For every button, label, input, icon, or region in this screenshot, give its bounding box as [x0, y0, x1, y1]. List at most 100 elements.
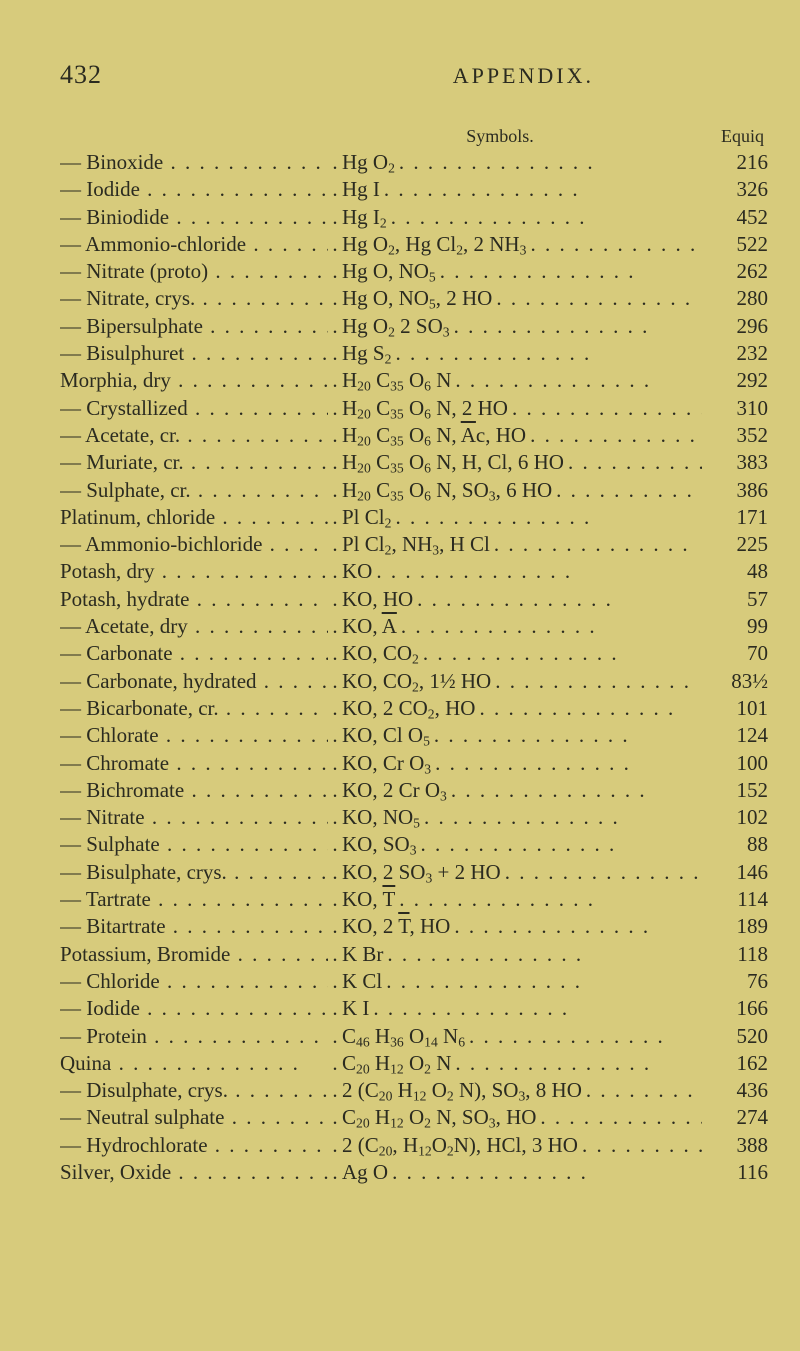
table-row: — Disulphate, crys..2 (C20 H12 O2 N), SO…: [60, 1077, 774, 1104]
table-row: — Bitartrate.KO, 2 T, HO189: [60, 913, 774, 940]
compound-name: — Acetate, dry: [60, 614, 328, 638]
separator-dot: .: [328, 149, 342, 176]
leader-dots: [526, 422, 702, 449]
leader-dots: [536, 1104, 702, 1131]
equiq-value: 162: [702, 1050, 774, 1077]
equiq-value: 102: [702, 804, 774, 831]
chemical-formula: KO, T: [342, 887, 395, 911]
chemical-formula: H20 C35 O6 N, Ac, HO: [342, 423, 526, 447]
leader-dots: [436, 258, 702, 285]
separator-dot: .: [328, 504, 342, 531]
equiq-value: 152: [702, 777, 774, 804]
compound-name: Potash, dry: [60, 559, 328, 583]
compound-name: — Acetate, cr.: [60, 423, 328, 447]
leader-dots: [492, 285, 702, 312]
leader-dots: [372, 558, 702, 585]
equiq-value: 171: [702, 504, 774, 531]
leader-dots: [526, 231, 702, 258]
compound-name: — Biniodide: [60, 205, 328, 229]
leader-dots: [397, 613, 702, 640]
chemical-formula: KO, HO: [342, 587, 413, 611]
compound-name: — Nitrate, crys.: [60, 286, 328, 310]
leader-dots: [413, 586, 702, 613]
table-row: — Hydrochlorate.2 (C20, H12O2N), HCl, 3 …: [60, 1132, 774, 1159]
separator-dot: .: [328, 449, 342, 476]
leader-dots: [391, 504, 702, 531]
table-row: — Ammonio-chloride.Hg O2, Hg Cl2, 2 NH35…: [60, 231, 774, 258]
chemical-table: — Binoxide.Hg O2216— Iodide.Hg I326— Bin…: [60, 149, 774, 1186]
leader-dots: [501, 859, 702, 886]
table-row: — Iodide.Hg I326: [60, 176, 774, 203]
table-row: — Bipersulphate.Hg O2 2 SO3296: [60, 313, 774, 340]
symbols-header: Symbols.: [350, 126, 650, 147]
separator-dot: .: [328, 231, 342, 258]
chemical-formula: C20 H12 O2 N, SO3, HO: [342, 1105, 536, 1129]
equiq-value: 274: [702, 1104, 774, 1131]
compound-name: — Protein: [60, 1024, 328, 1048]
equiq-value: 70: [702, 640, 774, 667]
equiq-value: 83½: [702, 668, 774, 695]
equiq-value: 114: [702, 886, 774, 913]
compound-name: Morphia, dry: [60, 368, 328, 392]
leader-dots: [388, 1159, 702, 1186]
equiq-value: 386: [702, 477, 774, 504]
leader-dots: [564, 449, 702, 476]
chemical-formula: KO, Cr O3: [342, 751, 431, 775]
leader-dots: [491, 668, 702, 695]
chemical-formula: KO, Cl O5: [342, 723, 430, 747]
separator-dot: .: [328, 422, 342, 449]
equiq-value: 118: [702, 941, 774, 968]
compound-name: — Chromate: [60, 751, 328, 775]
chemical-formula: K I: [342, 996, 369, 1020]
compound-name: Platinum, chloride: [60, 505, 328, 529]
compound-name: — Ammonio-bichloride: [60, 532, 328, 556]
equiq-value: 101: [702, 695, 774, 722]
table-row: — Neutral sulphate.C20 H12 O2 N, SO3, HO…: [60, 1104, 774, 1131]
equiq-value: 388: [702, 1132, 774, 1159]
compound-name: — Chloride: [60, 969, 328, 993]
chemical-formula: C20 H12 O2 N: [342, 1051, 451, 1075]
page-header: 432 APPENDIX.: [60, 60, 774, 90]
chemical-formula: Hg O2, Hg Cl2, 2 NH3: [342, 232, 526, 256]
table-row: — Crystallized.H20 C35 O6 N, 2 HO310: [60, 395, 774, 422]
equiq-value: 232: [702, 340, 774, 367]
separator-dot: .: [328, 995, 342, 1022]
equiq-value: 326: [702, 176, 774, 203]
leader-dots: [382, 968, 702, 995]
chemical-formula: C46 H36 O14 N6: [342, 1024, 465, 1048]
table-row: — Biniodide.Hg I2452: [60, 204, 774, 231]
compound-name: — Muriate, cr.: [60, 450, 328, 474]
table-row: — Acetate, dry.KO, A99: [60, 613, 774, 640]
separator-dot: .: [328, 750, 342, 777]
table-row: — Bisulphate, crys..KO, 2 SO3 + 2 HO146: [60, 859, 774, 886]
separator-dot: .: [328, 968, 342, 995]
leader-dots: [451, 367, 702, 394]
compound-name: — Carbonate: [60, 641, 328, 665]
separator-dot: .: [328, 313, 342, 340]
table-row: — Carbonate.KO, CO270: [60, 640, 774, 667]
table-row: — Ammonio-bichloride.Pl Cl2, NH3, H Cl22…: [60, 531, 774, 558]
leader-dots: [450, 913, 702, 940]
table-row: — Binoxide.Hg O2216: [60, 149, 774, 176]
separator-dot: .: [328, 613, 342, 640]
separator-dot: .: [328, 913, 342, 940]
compound-name: Silver, Oxide: [60, 1160, 328, 1184]
leader-dots: [450, 313, 702, 340]
separator-dot: .: [328, 258, 342, 285]
compound-name: — Iodide: [60, 177, 328, 201]
appendix-page: 432 APPENDIX. Symbols. Equiq — Binoxide.…: [0, 0, 800, 1226]
separator-dot: .: [328, 804, 342, 831]
table-row: Potash, hydrate.KO, HO57: [60, 586, 774, 613]
compound-name: — Neutral sulphate: [60, 1105, 328, 1129]
equiq-value: 225: [702, 531, 774, 558]
table-row: — Chloride.K Cl76: [60, 968, 774, 995]
separator-dot: .: [328, 531, 342, 558]
separator-dot: .: [328, 886, 342, 913]
equiq-value: 352: [702, 422, 774, 449]
compound-name: — Tartrate: [60, 887, 328, 911]
chemical-formula: 2 (C20, H12O2N), HCl, 3 HO: [342, 1133, 578, 1157]
table-row: — Iodide.K I166: [60, 995, 774, 1022]
table-row: Silver, Oxide.Ag O116: [60, 1159, 774, 1186]
chemical-formula: KO, 2 SO3 + 2 HO: [342, 860, 501, 884]
chemical-formula: Hg O, NO5, 2 HO: [342, 286, 492, 310]
